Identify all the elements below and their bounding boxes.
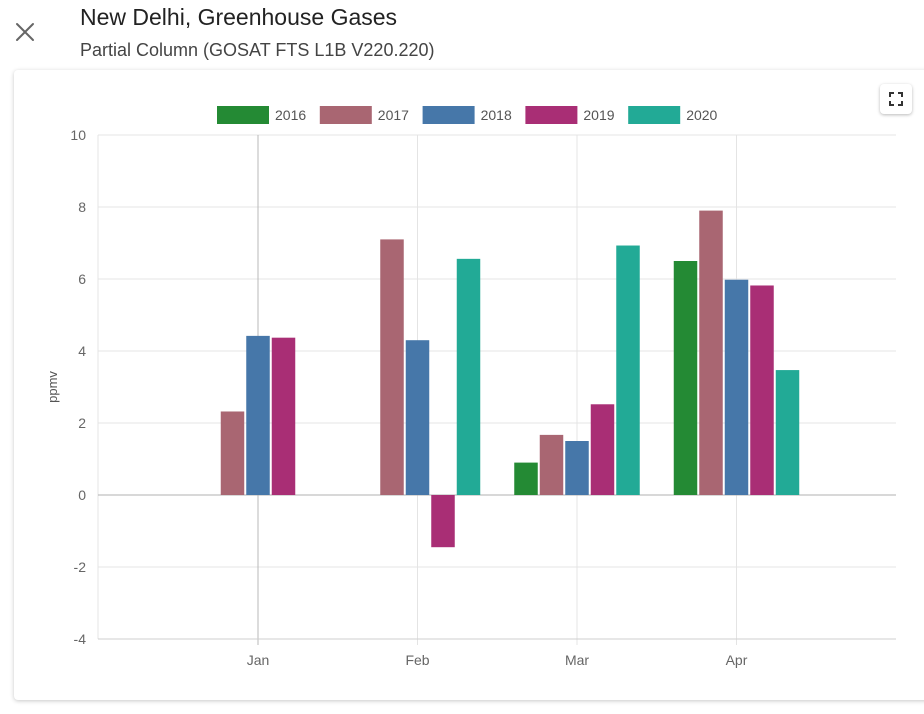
y-tick-label: 6 bbox=[78, 271, 86, 287]
fullscreen-button[interactable] bbox=[880, 84, 912, 114]
legend-swatch-2018 bbox=[422, 106, 475, 124]
legend-swatch-2017 bbox=[319, 106, 372, 124]
legend-label-2019: 2019 bbox=[583, 107, 614, 123]
legend-label-2017: 2017 bbox=[378, 107, 409, 123]
x-tick-label: Apr bbox=[726, 652, 748, 668]
chart-card: -4 -2 0 2 4 6 8 10 ppmv Jan Feb Mar Apr 2016 2017 2018 2… bbox=[14, 70, 924, 700]
bar-2019-jan bbox=[271, 337, 296, 495]
legend-label-2016: 2016 bbox=[275, 107, 306, 123]
bar-2016-apr bbox=[673, 261, 698, 495]
legend-swatch-2016 bbox=[217, 106, 269, 124]
close-icon bbox=[16, 23, 34, 41]
x-tick-label: Feb bbox=[405, 652, 429, 668]
bar-2019-mar bbox=[590, 404, 615, 495]
y-tick-label: 10 bbox=[70, 127, 86, 143]
legend-label-2018: 2018 bbox=[481, 107, 512, 123]
bar-2019-feb bbox=[431, 495, 455, 548]
page-subtitle: Partial Column (GOSAT FTS L1B V220.220) bbox=[80, 40, 435, 60]
legend-swatch-2019 bbox=[525, 106, 578, 124]
close-button[interactable] bbox=[12, 20, 38, 44]
bar-2020-apr bbox=[775, 370, 800, 495]
bar-chart: -4 -2 0 2 4 6 8 10 ppmv Jan Feb Mar Apr 2016 2017 2018 2… bbox=[45, 106, 896, 668]
y-tick-label: 0 bbox=[78, 487, 86, 503]
legend-swatch-2020 bbox=[628, 106, 681, 124]
x-tick-label: Jan bbox=[247, 652, 270, 668]
x-tick-label: Mar bbox=[565, 652, 589, 668]
bar-2019-apr bbox=[750, 285, 774, 495]
page-title: New Delhi, Greenhouse Gases bbox=[80, 4, 398, 30]
y-tick-label: 2 bbox=[78, 415, 86, 431]
bar-2017-feb bbox=[380, 239, 404, 495]
bar-2018-feb bbox=[405, 340, 430, 495]
fullscreen-icon bbox=[889, 92, 903, 106]
bar-2016-mar bbox=[514, 462, 538, 495]
bar-2017-apr bbox=[699, 210, 723, 495]
bar-2017-mar bbox=[539, 434, 564, 495]
bar-2018-apr bbox=[724, 279, 749, 495]
bar-2020-feb bbox=[456, 258, 481, 495]
y-tick-label: -2 bbox=[74, 559, 87, 575]
legend-label-2020: 2020 bbox=[686, 107, 717, 123]
bar-2018-jan bbox=[246, 335, 270, 495]
bar-2017-jan bbox=[220, 411, 245, 495]
y-axis-label: ppmv bbox=[45, 371, 60, 403]
y-tick-label: 4 bbox=[78, 343, 86, 359]
bar-2018-mar bbox=[565, 441, 589, 495]
y-tick-label: -4 bbox=[74, 631, 87, 647]
bar-2020-mar bbox=[616, 245, 640, 495]
y-tick-label: 8 bbox=[78, 199, 86, 215]
